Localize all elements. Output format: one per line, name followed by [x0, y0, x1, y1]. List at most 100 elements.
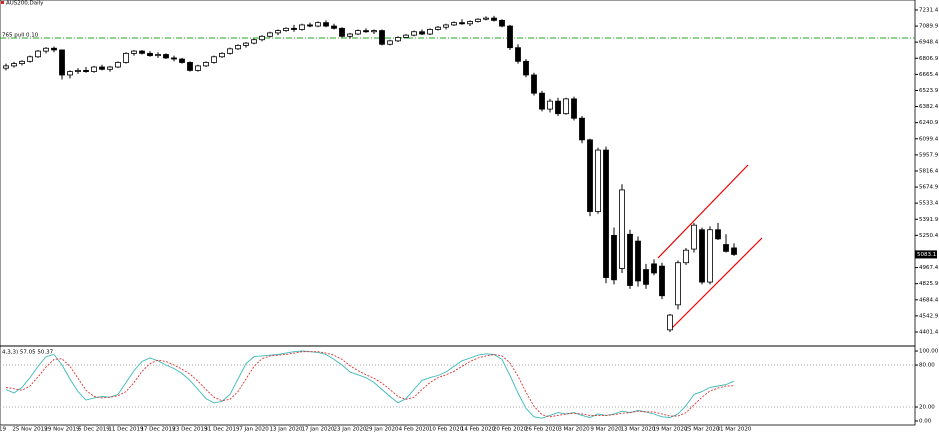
y-tick-label: 7231.4 — [919, 7, 939, 13]
chart-title: AUS200,Daily — [6, 1, 44, 7]
candle-body — [539, 92, 545, 110]
y-tick-label: 6523.9 — [919, 88, 939, 94]
candle-body — [395, 37, 401, 42]
candle-body — [635, 240, 641, 282]
y-tick-label: 4542.9 — [919, 313, 939, 319]
candle-body — [651, 263, 657, 274]
x-tick-label: 4 Feb 2020 — [399, 427, 430, 433]
y-tick-label: 5816.4 — [919, 168, 939, 174]
candle-body — [83, 70, 89, 72]
candle-body — [667, 314, 673, 331]
candle-body — [235, 45, 241, 50]
candle-body — [659, 265, 665, 297]
candle-body — [435, 26, 441, 30]
candle-body — [163, 54, 169, 59]
candle-body — [611, 235, 617, 281]
candle-body — [91, 66, 97, 72]
x-tick-label: 13 Jan 2020 — [270, 427, 303, 433]
candle-body — [283, 27, 289, 32]
candle-body — [331, 25, 337, 29]
x-tick-label: 23 Dec 2019 — [172, 427, 208, 433]
x-tick-label: 17 Dec 2019 — [140, 427, 176, 433]
candle-body — [403, 34, 409, 38]
candle-body — [131, 50, 137, 54]
x-tick-label: 26 Feb 2020 — [525, 427, 560, 433]
candle-body — [699, 229, 705, 283]
candle-body — [563, 98, 569, 115]
candle-body — [75, 70, 81, 72]
candle-body — [195, 65, 201, 71]
x-tick-label: 29 Nov 2019 — [44, 427, 80, 433]
candle-body — [315, 22, 321, 27]
candle-body — [203, 62, 209, 67]
candle-body — [619, 189, 625, 269]
candle-body — [99, 66, 105, 70]
candle-body — [419, 31, 425, 35]
price-box — [915, 250, 937, 259]
x-tick-label: 17 Jan 2020 — [302, 427, 335, 433]
candle-body — [731, 247, 737, 255]
candle-body — [155, 54, 161, 57]
candle-body — [27, 56, 33, 62]
candle-body — [523, 60, 529, 76]
x-tick-label: 14 Feb 2020 — [461, 427, 496, 433]
x-tick-label: 13 Mar 2020 — [621, 427, 656, 433]
y-tick-label: 100.00 — [919, 349, 939, 355]
candle-body — [19, 60, 25, 65]
candle-body — [291, 27, 297, 30]
candle-body — [483, 17, 489, 20]
indicator-line — [5, 350, 735, 419]
x-tick-label: 31 Dec 2019 — [204, 427, 240, 433]
candle-body — [107, 66, 113, 70]
candle-body — [139, 50, 145, 54]
y-tick-label: 6806.9 — [919, 56, 939, 62]
candle-body — [43, 47, 49, 52]
candle-body — [515, 47, 521, 62]
x-tick-label: 25 Mar 2020 — [685, 427, 720, 433]
y-tick-label: 0.00 — [919, 419, 932, 425]
y-tick-label: 6099.4 — [919, 136, 939, 142]
candle-body — [59, 49, 65, 76]
candle-body — [683, 249, 689, 264]
x-tick-label: 20 Feb 2020 — [493, 427, 528, 433]
candle-body — [339, 27, 345, 37]
x-tick-label: 9 Mar 2020 — [590, 427, 622, 433]
y-tick-label: 80.00 — [919, 363, 935, 369]
level-label: 765 pull 0.10 — [2, 33, 39, 39]
candle-body — [51, 47, 57, 51]
x-tick-label: 23 Jan 2020 — [334, 427, 367, 433]
candle-body — [579, 117, 585, 141]
candle-body — [35, 50, 41, 58]
x-tick-label: 7 Jan 2020 — [239, 427, 269, 433]
candle-body — [347, 33, 353, 37]
candle-body — [715, 229, 721, 240]
candle-body — [171, 57, 177, 60]
candle-body — [531, 74, 537, 94]
candle-body — [459, 22, 465, 25]
candle-body — [451, 22, 457, 26]
symbol-icon — [1, 1, 4, 4]
y-tick-label: 7089.9 — [919, 24, 939, 30]
candle-body — [179, 58, 185, 63]
candle-body — [115, 62, 121, 68]
y-tick-label: 4684.4 — [919, 297, 939, 303]
candle-body — [187, 62, 193, 71]
candle-body — [587, 139, 593, 212]
candle-body — [675, 262, 681, 306]
candle-body — [123, 52, 129, 63]
channel-line — [669, 237, 763, 331]
y-tick-label: 6382.4 — [919, 104, 939, 110]
candle-body — [555, 100, 561, 115]
candle-body — [275, 30, 281, 34]
candle-body — [379, 30, 385, 45]
candle-body — [227, 48, 233, 54]
candle-body — [475, 18, 481, 22]
candle-body — [707, 229, 713, 283]
candle-body — [499, 19, 505, 27]
candle-body — [211, 56, 217, 63]
y-tick-label: 4825.9 — [919, 281, 939, 287]
candle-body — [251, 39, 257, 44]
y-tick-label: 5957.9 — [919, 152, 939, 158]
x-tick-label: 10 Feb 2020 — [429, 427, 464, 433]
